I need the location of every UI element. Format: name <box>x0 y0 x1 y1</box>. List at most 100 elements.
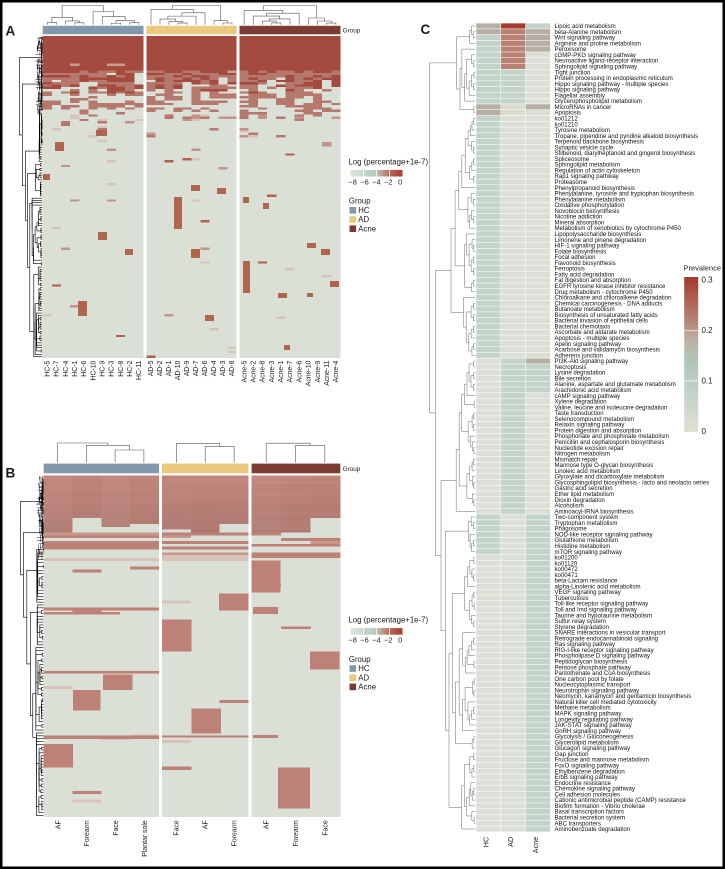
svg-text:Log (percentage+1e-7): Log (percentage+1e-7) <box>349 616 429 625</box>
svg-text:AD-1: AD-1 <box>166 360 173 376</box>
svg-text:Chloroalkane and chloroalkene: Chloroalkane and chloroalkene degradatio… <box>555 296 672 302</box>
svg-text:Face: Face <box>174 820 181 835</box>
svg-text:Metabolism of xenobiotics by c: Metabolism of xenobiotics by cytochrome … <box>555 226 682 232</box>
svg-text:Taurine and hypotaurine metabo: Taurine and hypotaurine metabolism <box>555 613 652 619</box>
svg-text:Ras signaling pathway: Ras signaling pathway <box>555 642 616 648</box>
svg-text:AD: AD <box>506 837 515 847</box>
svg-text:Tyrosine metabolism: Tyrosine metabolism <box>555 128 610 134</box>
svg-text:ABC transporters: ABC transporters <box>555 821 601 827</box>
svg-text:One carbon pool by folate: One carbon pool by folate <box>555 677 625 683</box>
svg-text:Acne-3: Acne-3 <box>269 360 276 382</box>
svg-text:Glycerophospholipid metabolism: Glycerophospholipid metabolism <box>555 99 642 105</box>
svg-text:B: B <box>6 466 16 481</box>
svg-text:Tight junction: Tight junction <box>555 70 591 76</box>
svg-text:0.3: 0.3 <box>702 275 714 284</box>
svg-text:Glutathione metabolism: Glutathione metabolism <box>555 538 619 544</box>
svg-text:EGFR tyrosine kinase inhibitor: EGFR tyrosine kinase inhibitor resistanc… <box>555 284 667 290</box>
svg-text:AD-5: AD-5 <box>148 360 155 376</box>
svg-text:Gap junction: Gap junction <box>555 752 589 758</box>
svg-text:Glycerolipid metabolism: Glycerolipid metabolism <box>555 740 619 746</box>
svg-text:Tuberculosis: Tuberculosis <box>555 596 589 602</box>
svg-text:Acne-7: Acne-7 <box>287 360 294 382</box>
svg-text:0: 0 <box>398 636 402 645</box>
svg-text:Selenocompound metabolism: Selenocompound metabolism <box>555 417 635 423</box>
svg-text:Cell adhesion molecules: Cell adhesion molecules <box>555 792 621 798</box>
svg-text:alpha-Linolenic acid metabolis: alpha-Linolenic acid metabolism <box>555 584 641 590</box>
svg-text:GnRH signaling pathway: GnRH signaling pathway <box>555 729 623 735</box>
svg-text:AD-3: AD-3 <box>220 360 227 376</box>
svg-text:Arginine and proline metabolis: Arginine and proline metabolism <box>555 41 641 47</box>
svg-text:Mannose type O-glycan biosynth: Mannose type O-glycan biosynthesis <box>555 463 654 469</box>
svg-text:Nucleocytoplasmic transport: Nucleocytoplasmic transport <box>555 683 631 689</box>
svg-text:Neuroactive ligand-receptor in: Neuroactive ligand-receptor interaction <box>555 59 659 65</box>
svg-text:Bacterial chemotaxis: Bacterial chemotaxis <box>555 324 611 330</box>
svg-text:Lipopolysaccharide biosynthesi: Lipopolysaccharide biosynthesis <box>555 232 642 238</box>
svg-text:Chemical carcinogenesis - DNA: Chemical carcinogenesis - DNA adducts <box>555 301 663 307</box>
svg-text:Ferroptosis: Ferroptosis <box>555 267 585 273</box>
svg-text:Focal adhesion: Focal adhesion <box>555 255 596 261</box>
svg-text:MicroRNAs in cancer: MicroRNAs in cancer <box>555 105 612 111</box>
svg-text:HC-2: HC-2 <box>127 360 134 376</box>
svg-text:Ether lipid metabolism: Ether lipid metabolism <box>555 492 615 498</box>
svg-text:A: A <box>6 24 16 39</box>
svg-text:HIF-1 signaling pathway: HIF-1 signaling pathway <box>555 244 621 250</box>
svg-text:HC-7: HC-7 <box>54 360 61 376</box>
svg-text:HC-1: HC-1 <box>72 360 79 376</box>
svg-text:Glycosphingolipid biosynthesis: Glycosphingolipid biosynthesis - lacto a… <box>555 480 710 486</box>
svg-text:VEGF signaling pathway: VEGF signaling pathway <box>555 590 622 596</box>
svg-text:0: 0 <box>702 427 707 436</box>
svg-text:0.1: 0.1 <box>702 376 714 385</box>
svg-text:−2: −2 <box>384 636 392 645</box>
svg-text:Butanoate metabolism: Butanoate metabolism <box>555 307 615 313</box>
svg-text:HC-11: HC-11 <box>136 360 143 380</box>
svg-text:Natural killer cell mediated c: Natural killer cell mediated cytotoxicit… <box>555 700 658 706</box>
svg-text:Peptidoglycan biosynthesis: Peptidoglycan biosynthesis <box>555 660 628 666</box>
svg-text:Acne-8: Acne-8 <box>260 360 267 382</box>
svg-text:Phagosome: Phagosome <box>555 527 588 533</box>
svg-text:HC-3: HC-3 <box>109 360 116 376</box>
svg-text:Xylene degradation: Xylene degradation <box>555 400 607 406</box>
svg-text:Terpenoid backbone biosynthesi: Terpenoid backbone biosynthesis <box>555 140 644 146</box>
svg-text:Styrene degradation: Styrene degradation <box>555 625 609 631</box>
svg-text:AD-8: AD-8 <box>229 360 236 376</box>
svg-text:cAMP signaling pathway: cAMP signaling pathway <box>555 394 622 400</box>
svg-text:Group: Group <box>343 28 361 35</box>
svg-text:Face: Face <box>113 820 120 835</box>
svg-text:ko01212: ko01212 <box>555 116 579 122</box>
svg-text:Flagellar assembly: Flagellar assembly <box>555 93 606 99</box>
svg-text:ko01200: ko01200 <box>555 556 579 562</box>
svg-text:Alanine, aspartate and glutama: Alanine, aspartate and glutamate metabol… <box>555 382 676 388</box>
svg-text:Lysine degradation: Lysine degradation <box>555 371 606 377</box>
svg-text:0: 0 <box>398 178 402 187</box>
svg-text:Group: Group <box>343 466 361 473</box>
svg-text:Peroxisome: Peroxisome <box>555 47 588 53</box>
svg-text:Regulation of actin cytoskelet: Regulation of actin cytoskeleton <box>555 168 640 174</box>
svg-text:Forearm: Forearm <box>293 820 300 846</box>
svg-text:HC: HC <box>481 837 490 847</box>
svg-text:Fatty acid degradation: Fatty acid degradation <box>555 272 615 278</box>
svg-text:Ethylbenzene degradation: Ethylbenzene degradation <box>555 769 625 775</box>
svg-text:NOD-like receptor signaling pa: NOD-like receptor signaling pathway <box>555 532 654 538</box>
svg-text:Forearm: Forearm <box>231 820 238 846</box>
svg-text:JAK-STAT signaling pathway: JAK-STAT signaling pathway <box>555 723 633 729</box>
svg-text:Protein processing in endoplas: Protein processing in endoplasmic reticu… <box>555 76 673 82</box>
svg-text:HC: HC <box>358 664 370 673</box>
svg-text:0.2: 0.2 <box>702 326 714 335</box>
svg-text:FoxO signaling pathway: FoxO signaling pathway <box>555 763 621 769</box>
svg-text:Toll and Imd signaling pathway: Toll and Imd signaling pathway <box>555 608 638 614</box>
svg-text:Limonene and pinene degradatio: Limonene and pinene degradation <box>555 238 647 244</box>
svg-text:Alcoholism: Alcoholism <box>555 504 584 510</box>
svg-text:Fat digestion and absorption: Fat digestion and absorption <box>555 278 631 284</box>
svg-text:Phosphonate and phosphinate me: Phosphonate and phosphinate metabolism <box>555 434 670 440</box>
svg-text:ErbB signaling pathway: ErbB signaling pathway <box>555 775 619 781</box>
svg-text:HC-6: HC-6 <box>81 360 88 376</box>
svg-text:HC-8: HC-8 <box>118 360 125 376</box>
svg-text:Biofilm formation - Vibrio cho: Biofilm formation - Vibrio cholerae <box>555 804 646 810</box>
svg-text:HC-5: HC-5 <box>44 360 51 376</box>
svg-text:AD-2: AD-2 <box>157 360 164 376</box>
svg-text:Wnt signaling pathway: Wnt signaling pathway <box>555 36 616 42</box>
svg-text:Lipoic acid metabolism: Lipoic acid metabolism <box>555 24 616 30</box>
svg-text:Linoleic acid metabolism: Linoleic acid metabolism <box>555 469 621 475</box>
svg-text:Nicotine addiction: Nicotine addiction <box>555 215 603 221</box>
svg-text:Acne-4: Acne-4 <box>333 360 340 382</box>
